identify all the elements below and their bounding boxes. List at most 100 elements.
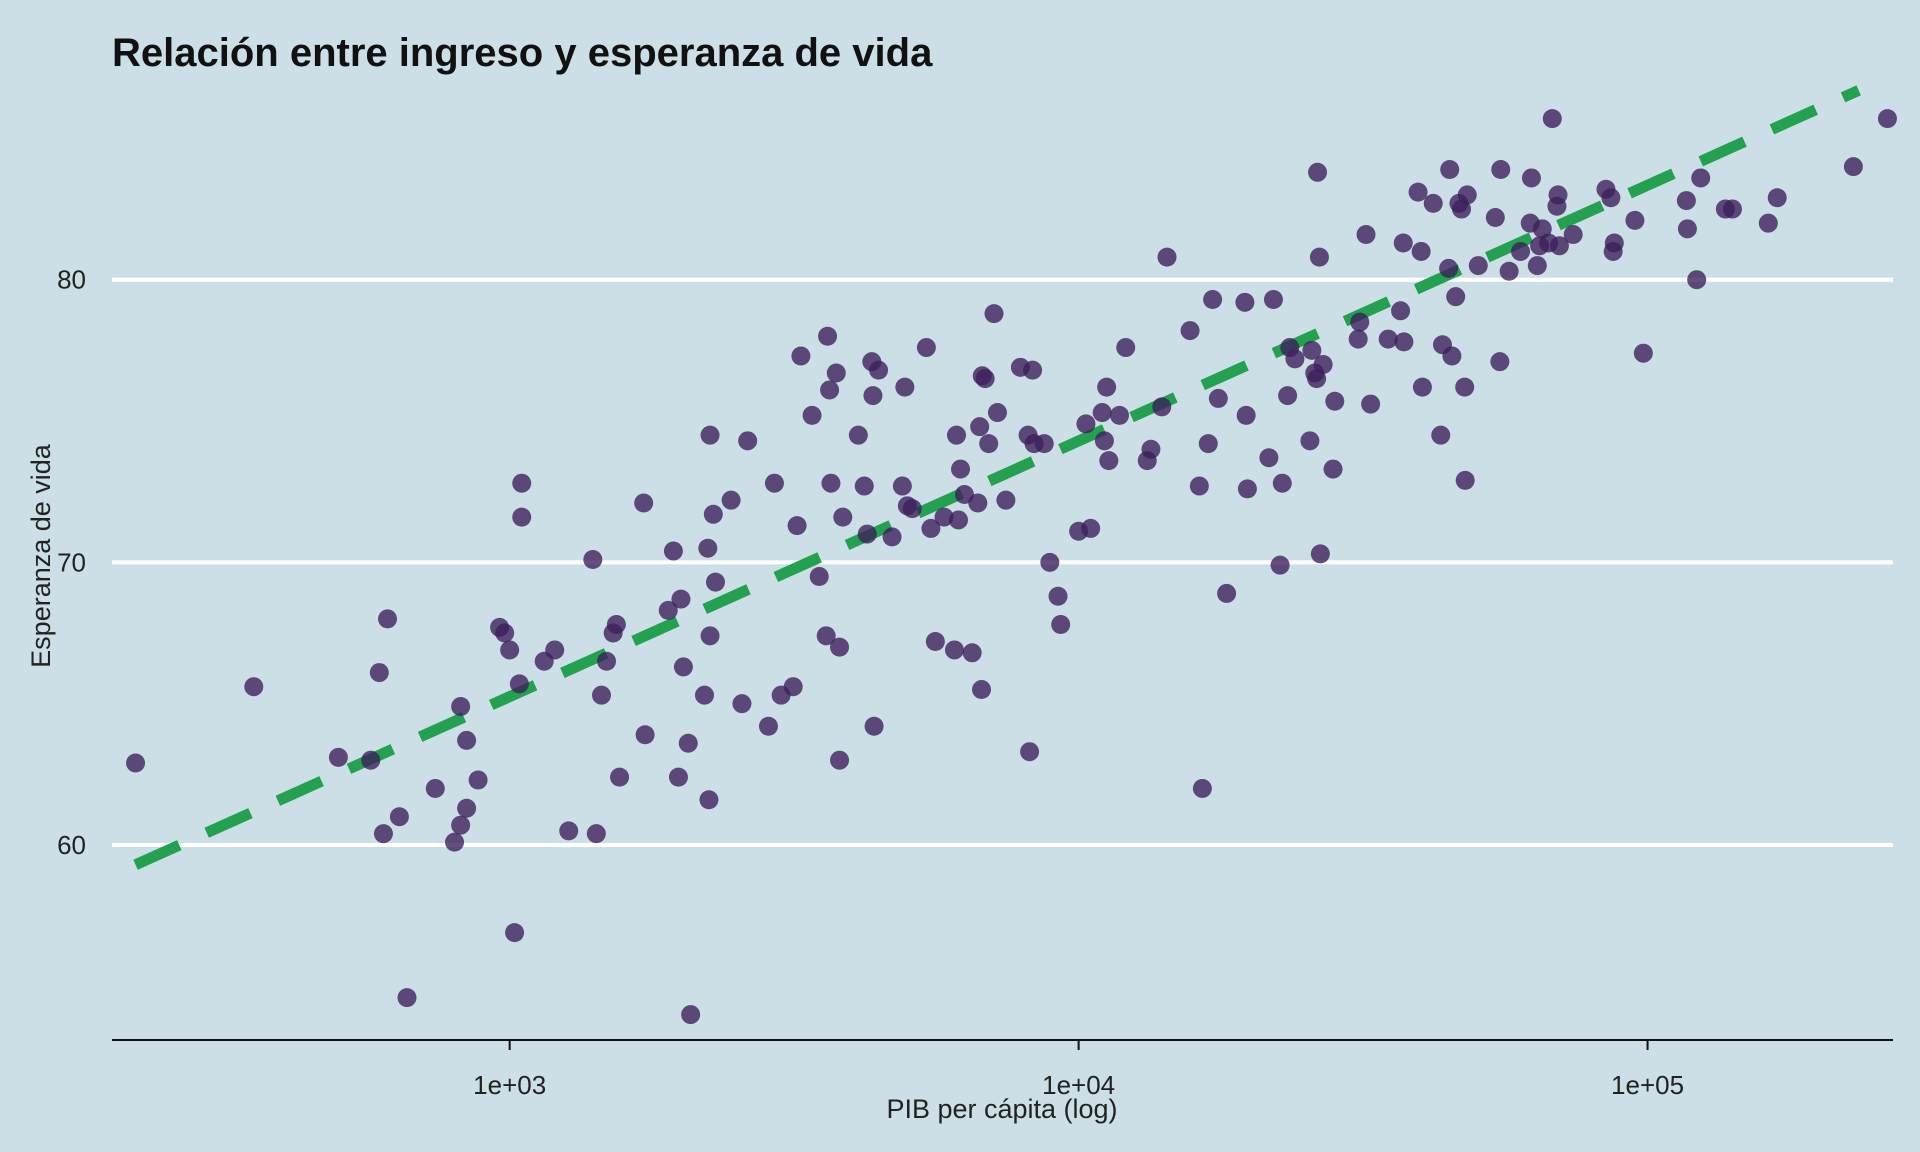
data-point	[1532, 219, 1552, 239]
data-point	[1034, 434, 1054, 454]
data-point	[864, 716, 884, 736]
data-point	[1152, 397, 1172, 417]
data-point	[703, 504, 723, 524]
data-point	[857, 524, 877, 544]
data-point	[1549, 236, 1569, 256]
data-point	[821, 473, 841, 493]
data-point	[1633, 343, 1653, 363]
data-point	[1141, 439, 1161, 459]
points-layer	[126, 109, 1897, 1025]
data-point	[984, 304, 1004, 324]
data-point	[944, 640, 964, 660]
data-point	[1236, 405, 1256, 425]
data-point	[916, 338, 936, 358]
y-tick-label: 70	[57, 547, 86, 577]
data-point	[1189, 476, 1209, 496]
data-point	[663, 541, 683, 561]
data-point	[505, 923, 525, 943]
data-point	[1676, 191, 1696, 211]
data-point	[1235, 292, 1255, 312]
data-point	[495, 623, 515, 643]
data-point	[783, 677, 803, 697]
data-point	[1110, 405, 1130, 425]
data-point	[863, 386, 883, 406]
data-point	[559, 821, 579, 841]
data-point	[378, 609, 398, 629]
data-point	[738, 431, 758, 451]
data-point	[369, 663, 389, 683]
data-point	[671, 589, 691, 609]
data-point	[591, 685, 611, 705]
data-point	[1217, 583, 1237, 603]
data-point	[705, 572, 725, 592]
data-point	[1094, 431, 1114, 451]
y-tick-label: 60	[57, 830, 86, 860]
data-point	[721, 490, 741, 510]
data-point	[1767, 188, 1787, 208]
data-point	[869, 360, 889, 380]
data-point	[921, 518, 941, 538]
data-point	[678, 733, 698, 753]
data-point	[830, 750, 850, 770]
data-point	[1270, 555, 1290, 575]
data-point	[1446, 287, 1466, 307]
data-point	[698, 538, 718, 558]
data-point	[389, 807, 409, 827]
data-point	[1677, 219, 1697, 239]
data-point	[457, 730, 477, 750]
data-point	[949, 510, 969, 530]
data-point	[1348, 329, 1368, 349]
trend-line-layer	[133, 85, 1861, 870]
data-point	[373, 824, 393, 844]
data-point	[1439, 258, 1459, 278]
data-point	[1455, 470, 1475, 490]
data-point	[673, 657, 693, 677]
data-point	[1325, 391, 1345, 411]
grid-lines	[112, 277, 1893, 847]
data-point	[968, 493, 988, 513]
data-point	[1076, 414, 1096, 434]
data-point	[791, 346, 811, 366]
data-point	[1099, 451, 1119, 471]
data-point	[854, 476, 874, 496]
data-point	[1431, 425, 1451, 445]
data-point	[1455, 377, 1475, 397]
data-point	[586, 824, 606, 844]
data-point	[1040, 552, 1060, 572]
data-point	[979, 434, 999, 454]
y-tick-label: 80	[57, 265, 86, 295]
data-point	[1310, 544, 1330, 564]
trend-line	[133, 85, 1861, 870]
x-tick-label: 1e+05	[1611, 1070, 1684, 1100]
data-point	[668, 767, 688, 787]
data-point	[895, 377, 915, 397]
data-point	[1020, 742, 1040, 762]
data-point	[1440, 159, 1460, 179]
data-point	[934, 507, 954, 527]
data-point	[1308, 162, 1328, 182]
data-point	[1491, 159, 1511, 179]
data-point	[468, 770, 488, 790]
data-point	[1259, 448, 1279, 468]
data-point	[545, 640, 565, 660]
data-point	[1092, 403, 1112, 423]
data-point	[244, 677, 264, 697]
data-point	[1356, 224, 1376, 244]
data-point	[830, 637, 850, 657]
data-point	[1691, 168, 1711, 188]
data-point	[1490, 352, 1510, 372]
data-point	[500, 640, 520, 660]
data-point	[802, 405, 822, 425]
data-point	[818, 326, 838, 346]
data-point	[1758, 213, 1778, 233]
data-point	[1408, 182, 1428, 202]
data-point	[1302, 340, 1322, 360]
data-point	[361, 750, 381, 770]
data-point	[1323, 459, 1343, 479]
data-point	[451, 696, 471, 716]
data-point	[658, 600, 678, 620]
data-point	[975, 369, 995, 389]
data-point	[1285, 349, 1305, 369]
data-point	[902, 499, 922, 519]
data-point	[1378, 329, 1398, 349]
